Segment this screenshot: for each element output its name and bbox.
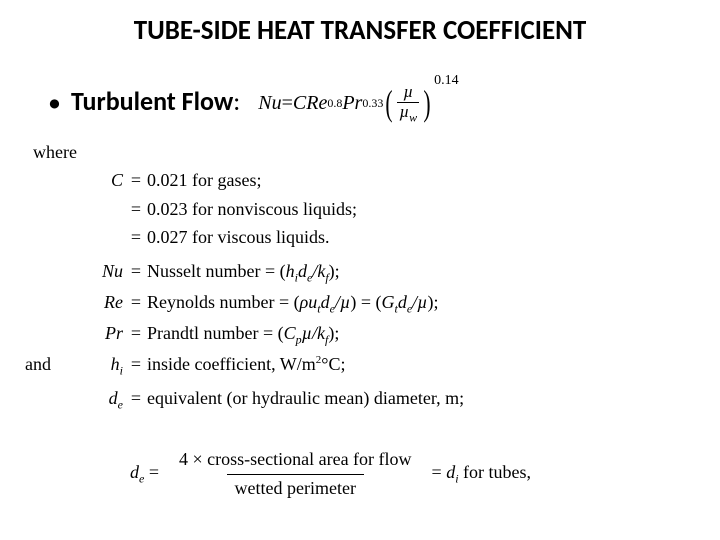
- slide: TUBE-SIDE HEAT TRANSFER COEFFICIENT • Tu…: [0, 0, 720, 540]
- c-row-1: C = 0.021 for gases;: [25, 168, 690, 192]
- c-symbol: C: [83, 168, 123, 192]
- bullet-colon: :: [233, 85, 240, 117]
- definitions-block: where C = 0.021 for gases; = 0.023 for n…: [25, 140, 690, 417]
- re-value: Reynolds number = (ρutde/µ) = (Gtde/µ);: [147, 290, 690, 317]
- de-num: 4 × cross-sectional area for flow: [171, 446, 420, 473]
- eq-c: C: [293, 92, 306, 115]
- c-eq2: =: [129, 197, 143, 221]
- eq-re-exp: 0.8: [327, 96, 342, 111]
- de-lhs: de =: [130, 462, 159, 487]
- c-row-3: = 0.027 for viscous liquids.: [25, 225, 690, 249]
- hi-symbol: hi: [83, 352, 123, 379]
- mu-fraction: µ µw: [397, 83, 419, 124]
- bullet-dot-icon: •: [48, 89, 61, 115]
- re-symbol: Re: [83, 290, 123, 314]
- pr-symbol: Pr: [83, 321, 123, 345]
- c-val-3: 0.027 for viscous liquids.: [147, 225, 690, 249]
- c-row-2: = 0.023 for nonviscous liquids;: [25, 197, 690, 221]
- c-val-1: 0.021 for gases;: [147, 168, 690, 192]
- nu-val-a: Nusselt number = (: [147, 261, 286, 281]
- nu-value: Nusselt number = (hide/kf);: [147, 259, 690, 286]
- bullet-row: • Turbulent Flow : Nu = C Re 0.8 Pr 0.33…: [48, 85, 459, 124]
- eq-nu: Nu: [258, 92, 281, 115]
- mu-num: µ: [401, 83, 415, 102]
- nu-expr: hide/kf: [286, 261, 329, 281]
- hi-row: and hi = inside coefficient, W/m2°C;: [25, 352, 690, 379]
- slide-title: TUBE-SIDE HEAT TRANSFER COEFFICIENT: [0, 14, 720, 47]
- mu-den-sub: w: [409, 110, 417, 124]
- bullet-label: Turbulent Flow: [71, 85, 233, 117]
- nu-val-b: );: [329, 261, 340, 281]
- de-row: de = equivalent (or hydraulic mean) diam…: [25, 386, 690, 413]
- de-den: wetted perimeter: [227, 474, 364, 502]
- de-symbol: de: [83, 386, 123, 413]
- paren-right-icon: ): [424, 87, 431, 119]
- eq-outer-exp: 0.14: [434, 73, 459, 89]
- de-fraction: 4 × cross-sectional area for flow wetted…: [171, 446, 420, 502]
- eq-pr: Pr: [342, 92, 362, 115]
- eq-equals: =: [282, 92, 293, 115]
- re-row: Re = Reynolds number = (ρutde/µ) = (Gtde…: [25, 290, 690, 317]
- c-eq: =: [129, 168, 143, 192]
- eq-pr-exp: 0.33: [362, 96, 383, 111]
- hi-value: inside coefficient, W/m2°C;: [147, 352, 690, 376]
- de-equation: de = 4 × cross-sectional area for flow w…: [130, 446, 680, 502]
- c-val-2: 0.023 for nonviscous liquids;: [147, 197, 690, 221]
- paren-left-icon: (: [386, 87, 393, 119]
- main-equation: Nu = C Re 0.8 Pr 0.33 ( µ µw ) 0.14: [258, 83, 458, 124]
- where-label: where: [25, 140, 77, 164]
- c-eq3: =: [129, 225, 143, 249]
- pr-value: Prandtl number = (Cpµ/kf);: [147, 321, 690, 348]
- and-label: and: [25, 352, 77, 376]
- pr-row: Pr = Prandtl number = (Cpµ/kf);: [25, 321, 690, 348]
- de-value: equivalent (or hydraulic mean) diameter,…: [147, 386, 690, 410]
- where-row: where: [25, 140, 690, 164]
- de-tail: = di for tubes,: [432, 462, 531, 487]
- nu-row: Nu = Nusselt number = (hide/kf);: [25, 259, 690, 286]
- nu-symbol: Nu: [83, 259, 123, 283]
- mu-den-sym: µ: [399, 102, 409, 121]
- mu-den: µw: [397, 102, 419, 125]
- eq-re: Re: [306, 92, 327, 115]
